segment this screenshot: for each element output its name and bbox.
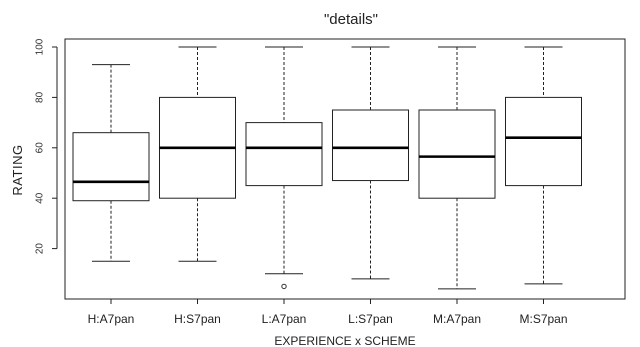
x-tick-label: H:A7pan [88,312,135,326]
y-axis: 20 40 60 80 100 [35,38,58,254]
box-2 [159,46,236,262]
box-5 [418,46,496,290]
x-tick-label: M:A7pan [433,312,481,326]
box-4 [332,46,409,280]
x-tick-label: H:S7pan [174,312,221,326]
box-iqr [418,109,496,199]
x-tick-label: L:S7pan [348,312,393,326]
chart-title: "details" [324,11,378,28]
box-iqr [245,122,323,187]
plot-frame [64,38,626,300]
outlier-point [281,283,287,290]
box-3 [245,46,323,290]
box-6 [505,46,582,285]
x-tick-label: L:A7pan [262,312,307,326]
box-iqr [332,109,409,182]
x-axis-label: EXPERIENCE x SCHEME [274,334,415,347]
boxes [72,46,582,290]
box-1 [72,64,150,262]
y-tick-label: 20 [35,243,46,255]
y-tick-label: 100 [35,38,46,55]
x-axis: H:A7pan H:S7pan L:A7pan L:S7pan M:A7pan M:S7p… [88,299,568,326]
y-axis-label: RATING [10,144,25,195]
y-tick-label: 40 [35,192,46,204]
box-iqr [505,96,582,187]
x-tick-label: M:S7pan [519,312,567,326]
y-tick-label: 60 [35,142,46,154]
y-tick-label: 80 [35,91,46,103]
box-iqr [72,132,150,202]
